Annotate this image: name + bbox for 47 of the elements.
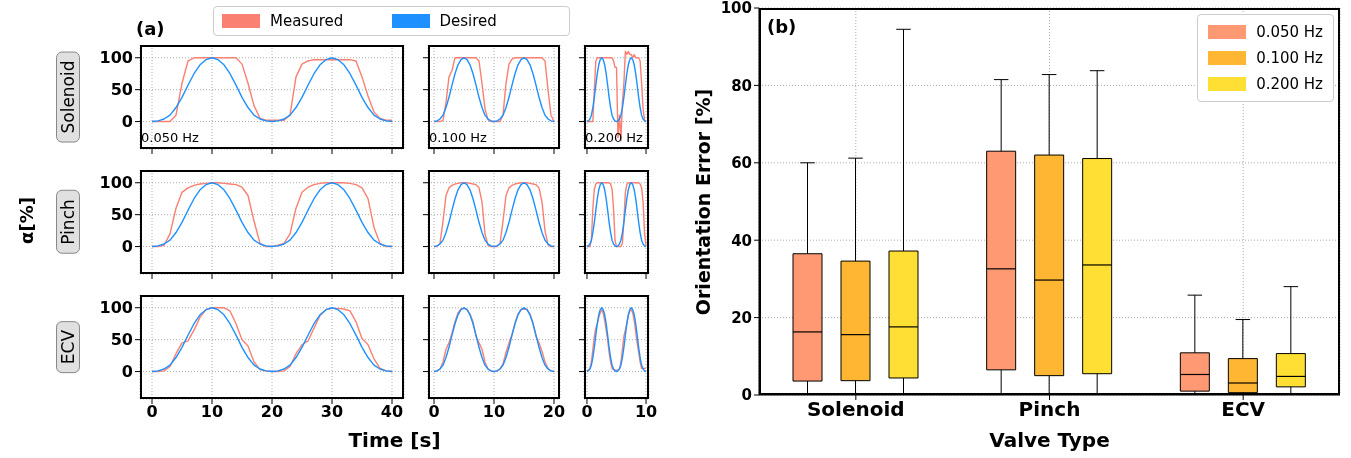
y-tick-label: 20	[731, 308, 752, 327]
x-tick-label: 10	[634, 402, 658, 422]
line-series	[151, 57, 393, 123]
chart-title: (a)	[136, 18, 165, 39]
x-axis-title: Time [s]	[348, 428, 441, 452]
x-axis-title: Valve Type	[989, 428, 1110, 452]
y-axis-title: Pinch	[56, 190, 80, 254]
y-tick-label: 0	[121, 112, 133, 132]
x-tick-label: 20	[542, 402, 566, 422]
y-tick-label: 50	[110, 205, 133, 225]
line-series	[151, 307, 393, 373]
legend-label: 0.050 Hz	[1256, 23, 1323, 41]
y-tick-label: 0	[121, 362, 133, 382]
x-tick-label: Pinch	[1018, 397, 1081, 422]
text: (b)	[767, 16, 797, 37]
y-tick-label: 60	[731, 154, 752, 173]
y-tick-label: 100	[99, 48, 133, 68]
text: α[%]	[15, 196, 37, 246]
y-tick-label: 40	[731, 231, 752, 250]
x-tick-label: 40	[380, 402, 404, 422]
y-axis-title: Solenoid	[56, 51, 80, 143]
legend-label: Measured	[270, 12, 344, 30]
legend-label: Desired	[439, 12, 497, 30]
legend-label: 0.100 Hz	[1256, 49, 1323, 67]
legend-label: 0.200 Hz	[1256, 75, 1323, 93]
y-tick-label: 80	[731, 76, 752, 95]
annotation: 0.200 Hz	[585, 130, 643, 145]
y-tick-label: 50	[110, 80, 133, 100]
x-tick-label: 0	[146, 402, 158, 422]
y-tick-label: 100	[99, 298, 133, 318]
y-tick-label: 100	[720, 0, 752, 18]
y-tick-label: 100	[99, 173, 133, 193]
x-tick-label: 0	[428, 402, 440, 422]
line-series	[151, 182, 393, 248]
y-axis-title: Orientation Error [%]	[692, 88, 714, 315]
y-tick-label: 50	[110, 330, 133, 350]
x-tick-label: Solenoid	[806, 397, 905, 422]
annotation: 0.050 Hz	[141, 130, 199, 145]
x-tick-label: ECV	[1221, 397, 1266, 422]
x-tick-label: 10	[482, 402, 506, 422]
x-tick-label: 10	[200, 402, 224, 422]
x-tick-label: 0	[581, 402, 593, 422]
y-axis-title: ECV	[56, 320, 80, 374]
x-tick-label: 30	[320, 402, 344, 422]
y-tick-label: 0	[121, 237, 133, 257]
annotation: 0.100 Hz	[429, 130, 487, 145]
x-tick-label: 20	[260, 402, 284, 422]
